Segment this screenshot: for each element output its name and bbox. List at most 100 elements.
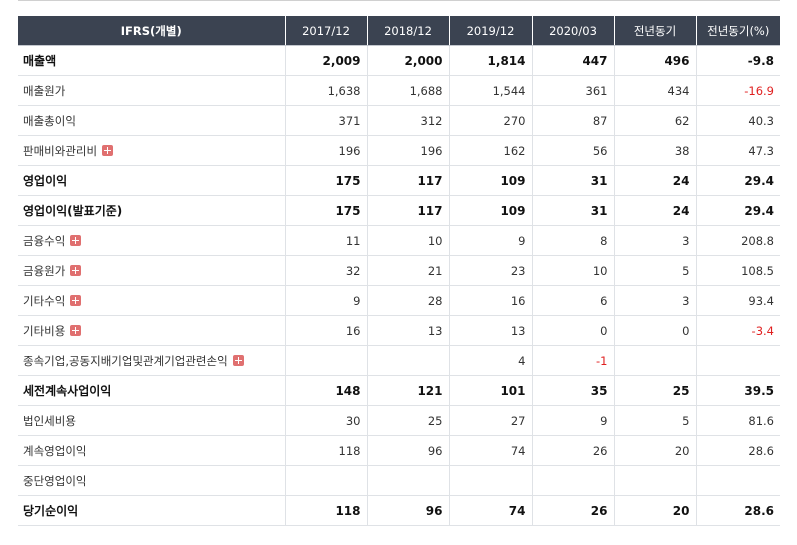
value-cell: 13: [448, 315, 532, 346]
value-cell: 312: [366, 105, 449, 136]
value-cell: 5: [613, 405, 696, 436]
table-row: 영업이익(발표기준) 175 117 109 31 24 29.4: [18, 195, 780, 226]
table-row: 기타수익 9 28 16 6 3 93.4: [18, 285, 780, 316]
row-label: 영업이익: [23, 174, 68, 188]
row-label-cell[interactable]: 판매비와관리비: [18, 135, 285, 166]
row-label-cell[interactable]: 금융수익: [18, 225, 285, 256]
value-cell: 20: [613, 495, 696, 526]
expand-plus-icon[interactable]: [70, 294, 82, 306]
table-row: 중단영업이익: [18, 465, 780, 496]
header-col-prev-period-pct: 전년동기(%): [695, 16, 780, 46]
table-header-row: IFRS(개별) 2017/12 2018/12 2019/12 2020/03…: [18, 16, 780, 46]
row-label: 금융수익: [23, 233, 66, 248]
row-label: 영업이익(발표기준): [23, 204, 123, 218]
value-cell: 1,688: [366, 75, 449, 106]
value-cell: 35: [531, 375, 614, 406]
row-label-cell[interactable]: 기타수익: [18, 285, 285, 316]
row-label-cell: 법인세비용: [18, 405, 285, 436]
value-cell: 109: [448, 165, 532, 196]
value-cell: 74: [448, 495, 532, 526]
expand-plus-icon[interactable]: [70, 324, 82, 336]
value-cell: 0: [613, 315, 696, 346]
row-label-cell: 세전계속사업이익: [18, 375, 285, 406]
value-cell: 31: [531, 165, 614, 196]
value-cell: 270: [448, 105, 532, 136]
value-cell: 96: [366, 435, 449, 466]
row-label-cell: 당기순이익: [18, 495, 285, 526]
row-label-cell[interactable]: 금융원가: [18, 255, 285, 286]
value-cell: 9: [284, 285, 367, 316]
value-cell: 1,544: [448, 75, 532, 106]
row-label-cell: 중단영업이익: [18, 465, 285, 496]
expand-plus-icon[interactable]: [70, 234, 82, 246]
row-label-cell: 매출액: [18, 45, 285, 76]
table-row: 영업이익 175 117 109 31 24 29.4: [18, 165, 780, 196]
row-label-cell[interactable]: 종속기업,공동지배기업및관계기업관련손익: [18, 345, 285, 376]
value-cell: 24: [613, 195, 696, 226]
expand-plus-icon[interactable]: [102, 144, 114, 156]
table-body: 매출액 2,009 2,000 1,814 447 496 -9.8 매출원가 1,638 1,6…: [18, 45, 780, 526]
value-cell: 9: [531, 405, 614, 436]
value-cell: -16.9: [695, 75, 780, 106]
income-statement-table: IFRS(개별) 2017/12 2018/12 2019/12 2020/03…: [18, 16, 780, 526]
value-cell: 1,638: [284, 75, 367, 106]
value-cell: [284, 465, 367, 496]
row-label-cell: 영업이익: [18, 165, 285, 196]
value-cell: 24: [613, 165, 696, 196]
table-row: 매출액 2,009 2,000 1,814 447 496 -9.8: [18, 45, 780, 76]
value-cell: [531, 465, 614, 496]
value-cell: [366, 345, 449, 376]
row-label-cell: 영업이익(발표기준): [18, 195, 285, 226]
row-label: 기타수익: [23, 293, 66, 308]
value-cell: -3.4: [695, 315, 780, 346]
value-cell: [695, 345, 780, 376]
value-cell: 3: [613, 225, 696, 256]
value-cell: 11: [284, 225, 367, 256]
value-cell: 62: [613, 105, 696, 136]
value-cell: 6: [531, 285, 614, 316]
value-cell: 87: [531, 105, 614, 136]
value-cell: 101: [448, 375, 532, 406]
row-label: 법인세비용: [23, 413, 76, 428]
header-col-2019-12: 2019/12: [448, 16, 532, 46]
value-cell: 25: [613, 375, 696, 406]
row-label: 매출원가: [23, 83, 66, 98]
row-label: 판매비와관리비: [23, 143, 98, 158]
row-label-cell: 매출총이익: [18, 105, 285, 136]
value-cell: 196: [284, 135, 367, 166]
top-divider: [18, 0, 780, 7]
value-cell: 27: [448, 405, 532, 436]
value-cell: 118: [284, 435, 367, 466]
value-cell: 447: [531, 45, 614, 76]
value-cell: 29.4: [695, 195, 780, 226]
expand-plus-icon[interactable]: [232, 354, 244, 366]
expand-plus-icon[interactable]: [70, 264, 82, 276]
value-cell: 10: [531, 255, 614, 286]
value-cell: [613, 345, 696, 376]
value-cell: 40.3: [695, 105, 780, 136]
value-cell: 117: [366, 195, 449, 226]
value-cell: 108.5: [695, 255, 780, 286]
value-cell: 10: [366, 225, 449, 256]
row-label: 종속기업,공동지배기업및관계기업관련손익: [23, 353, 228, 368]
value-cell: 81.6: [695, 405, 780, 436]
value-cell: 96: [366, 495, 449, 526]
value-cell: [613, 465, 696, 496]
value-cell: 496: [613, 45, 696, 76]
value-cell: 26: [531, 435, 614, 466]
row-label-cell: 매출원가: [18, 75, 285, 106]
value-cell: 4: [448, 345, 532, 376]
value-cell: 434: [613, 75, 696, 106]
value-cell: 13: [366, 315, 449, 346]
value-cell: [366, 465, 449, 496]
row-label-cell[interactable]: 기타비용: [18, 315, 285, 346]
value-cell: 208.8: [695, 225, 780, 256]
value-cell: 32: [284, 255, 367, 286]
table-row: 매출원가 1,638 1,688 1,544 361 434 -16.9: [18, 75, 780, 106]
value-cell: 28.6: [695, 435, 780, 466]
value-cell: [448, 465, 532, 496]
row-label: 매출총이익: [23, 113, 76, 128]
table-row: 판매비와관리비 196 196 162 56 38 47.3: [18, 135, 780, 166]
header-ifrs-label: IFRS(개별): [18, 16, 285, 46]
